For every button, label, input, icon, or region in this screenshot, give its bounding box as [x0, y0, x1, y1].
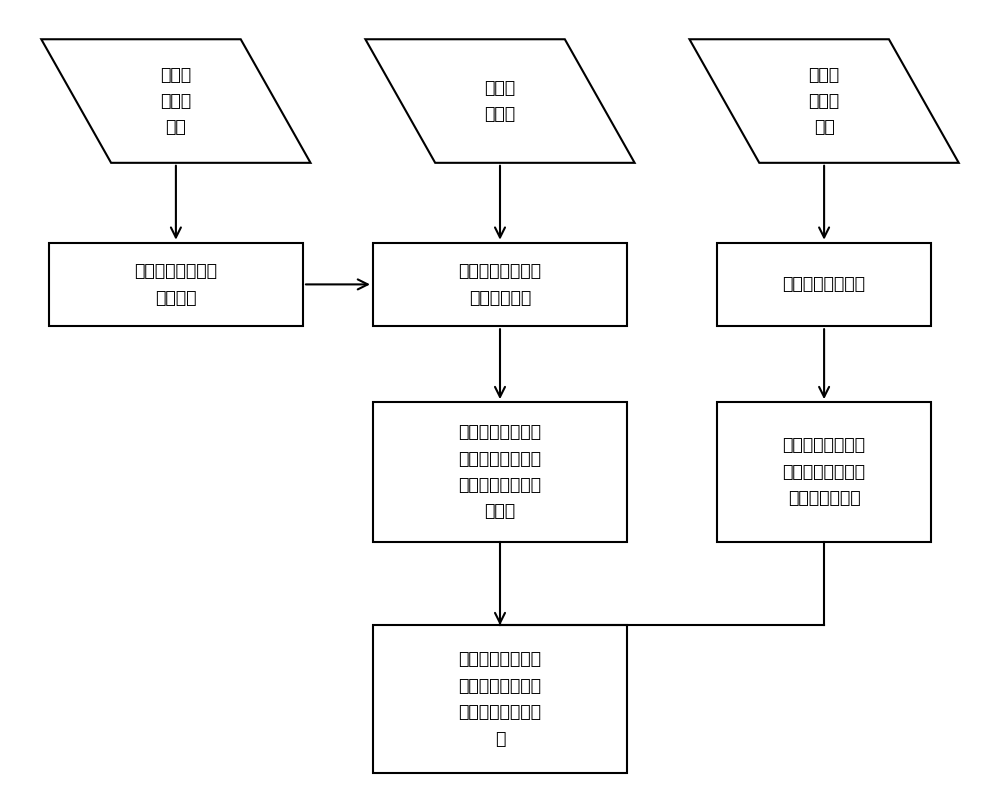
Bar [373, 626, 627, 773]
Polygon shape [689, 39, 959, 163]
Text: 获取光斑所在区域
立体点云数据: 获取光斑所在区域 立体点云数据 [458, 262, 542, 306]
Polygon shape [41, 39, 311, 163]
Bar [717, 402, 931, 542]
Bar [373, 402, 627, 542]
Text: 结合点云按高程分
类的信息对激光波
形进行高斯分解: 结合点云按高程分 类的信息对激光波 形进行高斯分解 [783, 436, 866, 507]
Text: 选取类内方差最小
的点云数据计算其
高程得到高程控制
点: 选取类内方差最小 的点云数据计算其 高程得到高程控制 点 [458, 650, 542, 747]
Bar [373, 242, 627, 326]
Text: 同轴足
印相机
影像: 同轴足 印相机 影像 [160, 66, 191, 137]
Text: 对点云数据按照高
程进行分割分类，
获取不同高程段点
云类别: 对点云数据按照高 程进行分割分类， 获取不同高程段点 云类别 [458, 423, 542, 520]
Text: 影像配准获取光斑
所在位置: 影像配准获取光斑 所在位置 [134, 262, 217, 306]
Polygon shape [365, 39, 635, 163]
Bar [49, 242, 303, 326]
Text: 立体相
机影像: 立体相 机影像 [484, 79, 516, 123]
Text: 激光波形的预处理: 激光波形的预处理 [783, 275, 866, 294]
Bar [717, 242, 931, 326]
Text: 激光雷
达波形
数据: 激光雷 达波形 数据 [809, 66, 840, 137]
